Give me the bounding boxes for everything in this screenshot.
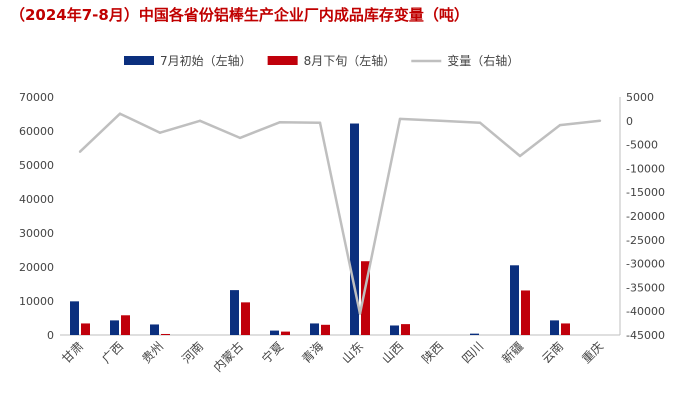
right-tick-label: -35000	[626, 281, 665, 294]
change-point-10	[478, 121, 482, 124]
left-tick-label: 30000	[19, 227, 54, 240]
right-tick-label: -20000	[626, 210, 665, 223]
bar-august-6	[321, 324, 330, 335]
category-label-4: 内蒙古	[210, 339, 246, 375]
left-tick-label: 40000	[19, 193, 54, 206]
legend-swatch-0	[124, 56, 154, 65]
category-label-7: 山东	[339, 339, 366, 366]
category-label-13: 重庆	[579, 339, 606, 366]
change-line	[79, 112, 601, 315]
legend-label-1: 8月下旬（左轴）	[304, 53, 396, 68]
bar-august-1	[121, 315, 130, 335]
right-tick-label: -25000	[626, 234, 665, 247]
bar-july-11	[510, 265, 519, 335]
left-tick-label: 70000	[19, 91, 54, 104]
change-point-11	[518, 154, 522, 158]
right-tick-label: -45000	[626, 329, 665, 342]
left-tick-label: 60000	[19, 125, 54, 138]
bar-july-12	[550, 320, 559, 335]
left-tick-label: 20000	[19, 261, 54, 274]
change-point-0	[78, 150, 82, 153]
category-label-11: 新疆	[499, 339, 527, 367]
left-tick-label: 0	[47, 329, 54, 342]
category-label-0: 甘肃	[59, 339, 86, 366]
bar-july-4	[230, 290, 239, 335]
bar-july-8	[390, 325, 399, 335]
bar-august-11	[521, 290, 530, 335]
category-label-1: 广西	[99, 339, 126, 366]
bar-july-2	[150, 324, 159, 335]
change-point-9	[438, 119, 442, 123]
bar-july-6	[310, 323, 319, 335]
bar-august-12	[561, 323, 570, 335]
bar-july-5	[270, 330, 279, 335]
right-tick-label: -15000	[626, 186, 665, 199]
category-label-10: 四川	[459, 339, 486, 366]
category-label-3: 河南	[179, 339, 207, 367]
change-point-4	[238, 136, 242, 140]
left-tick-label: 10000	[19, 295, 54, 308]
legend-swatch-1	[267, 56, 298, 65]
bar-august-8	[401, 324, 410, 335]
category-label-5: 宁夏	[259, 339, 287, 367]
change-point-1	[118, 112, 122, 115]
right-tick-label: -10000	[626, 162, 665, 175]
right-tick-label: -5000	[626, 139, 658, 152]
right-tick-label: -40000	[626, 305, 665, 318]
change-point-3	[198, 119, 202, 123]
bar-august-5	[281, 331, 290, 335]
bar-august-4	[241, 302, 250, 335]
category-label-8: 山西	[379, 339, 406, 366]
bar-july-0	[70, 301, 79, 335]
change-point-6	[318, 121, 322, 124]
change-point-5	[278, 121, 282, 124]
bar-july-10	[470, 333, 479, 335]
legend-label-2: 变量（右轴）	[447, 53, 519, 68]
bar-july-7	[350, 123, 359, 336]
left-tick-label: 50000	[19, 159, 54, 172]
change-point-8	[398, 117, 402, 121]
bar-august-0	[81, 323, 90, 335]
category-label-9: 陕西	[419, 339, 447, 367]
right-tick-label: -30000	[626, 258, 665, 271]
category-label-2: 贵州	[139, 339, 166, 366]
change-point-12	[558, 123, 562, 127]
chart-title: （2024年7-8月）中国各省份铝棒生产企业厂内成品库存变量（吨）	[10, 6, 469, 24]
bar-august-2	[161, 333, 170, 335]
category-label-12: 云南	[539, 339, 567, 367]
legend-label-0: 7月初始（左轴）	[160, 53, 252, 68]
right-tick-label: 5000	[626, 91, 654, 104]
change-point-13	[598, 119, 602, 123]
bar-august-7	[361, 261, 370, 335]
change-point-2	[158, 131, 162, 134]
category-label-6: 青海	[299, 339, 327, 367]
change-point-7	[358, 312, 362, 315]
bar-july-1	[110, 320, 119, 335]
right-tick-label: 0	[626, 115, 633, 128]
